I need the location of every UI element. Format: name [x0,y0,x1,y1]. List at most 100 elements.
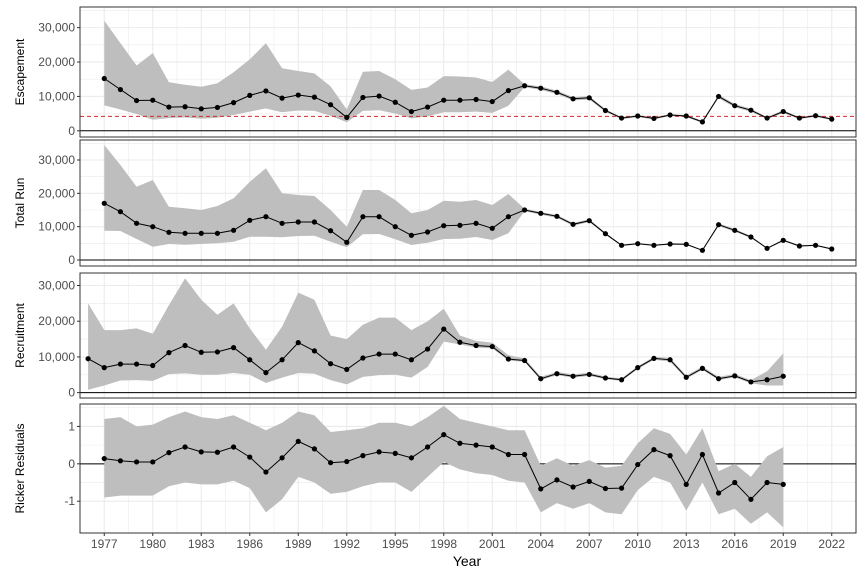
series-line [104,78,832,123]
y-tick-label: 20,000 [38,186,75,200]
data-point [327,361,334,367]
data-point [133,97,140,104]
data-point [570,484,576,490]
data-point [748,496,754,502]
data-point [780,373,786,379]
data-point [247,92,253,98]
data-point [182,230,188,236]
data-point [344,458,350,465]
confidence-band [104,405,784,528]
data-point [214,449,221,455]
x-tick-label: 2022 [818,537,845,551]
data-point [295,340,301,346]
data-point [230,345,237,351]
data-point [715,222,722,228]
data-point [457,222,463,228]
data-point [263,214,269,220]
x-tick-label: 2001 [479,537,506,551]
data-point [812,113,819,119]
series-line [87,328,784,383]
data-point [570,96,576,102]
data-point [279,455,285,461]
data-point [150,459,156,465]
data-point [295,92,301,98]
data-point [780,237,786,243]
data-point [441,326,447,332]
data-point [247,454,253,460]
data-point [392,450,398,456]
panel-border [79,403,857,534]
data-point [538,486,544,492]
data-point [360,214,366,220]
data-point [570,373,576,379]
confidence-band [104,145,832,251]
data-point [133,361,140,367]
data-point [732,103,738,109]
data-point [635,241,641,247]
data-point [602,231,609,237]
data-point [602,107,609,114]
data-point [247,217,253,223]
data-point [376,214,382,220]
data-point [780,108,786,115]
data-point [230,444,237,450]
data-point [376,449,382,455]
data-point [424,346,431,352]
data-point [667,112,673,118]
data-point [263,469,269,475]
data-point [279,357,285,363]
data-point [715,93,722,100]
y-tick-label: 0 [68,457,75,471]
data-point [764,115,770,121]
data-point [214,349,221,355]
data-point [764,479,770,486]
y-tick-label: 10,000 [38,220,75,234]
data-point [732,227,738,233]
data-point [198,106,204,112]
y-tick-label: 20,000 [38,55,75,69]
panel-border [79,272,857,399]
data-point [101,455,107,462]
data-point [182,342,188,349]
data-point [618,242,625,248]
data-point [732,479,738,486]
x-axis: 1977 1980 1983 1986 1989 1992 1995 1998 2001 2004… [91,533,845,551]
data-point [748,234,754,240]
data-point [424,444,431,450]
data-point [247,357,253,363]
data-point [101,365,107,371]
data-point [699,365,706,371]
data-point [796,115,803,121]
data-point [489,343,495,350]
data-point [360,453,366,459]
data-point [360,94,366,101]
data-point [780,481,786,487]
data-point [344,239,350,245]
data-point [489,98,495,105]
data-point [327,228,334,234]
data-point [327,102,334,108]
panel-3: 0 10,000 20,000 30,000 Recruitment [13,272,857,400]
data-point [602,485,609,492]
data-point [279,220,285,226]
data-point [392,351,398,357]
data-point [683,241,689,247]
y-tick-label: -1 [64,494,75,508]
panels: 0 10,000 20,000 30,000 Escapement 0 10,000 20,0… [13,6,857,534]
data-point [554,477,560,483]
data-point [376,351,382,357]
data-point [667,241,673,247]
x-tick-label: 1995 [382,537,409,551]
data-point [602,375,609,381]
data-point [457,440,463,446]
data-point [473,442,479,448]
data-point [214,104,221,111]
data-point [764,377,770,383]
data-point [635,365,641,371]
data-point [344,114,350,120]
y-tick-label: 10,000 [38,350,75,364]
x-tick-label: 1977 [91,537,118,551]
panel-2: 0 10,000 20,000 30,000 Total Run [13,139,857,267]
panel-border [79,139,857,267]
